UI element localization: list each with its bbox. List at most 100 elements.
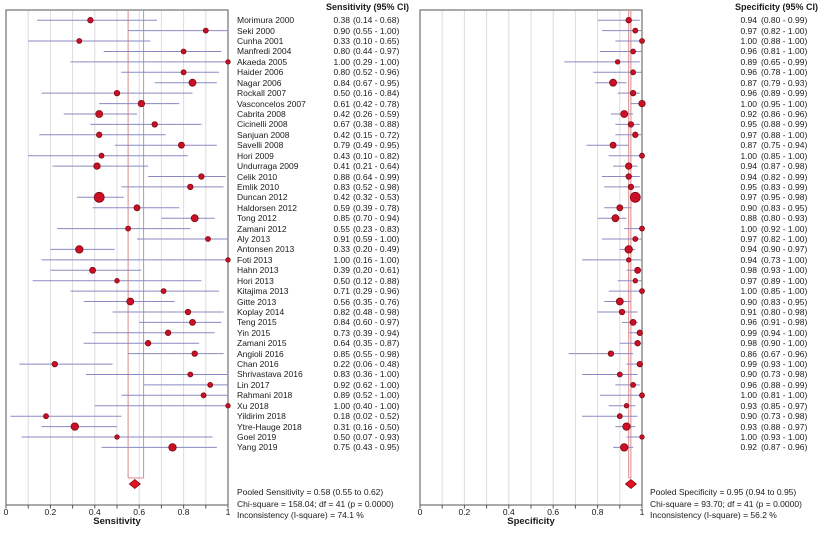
study-label: Yin 2015 (237, 327, 271, 338)
chi-square-line: Chi-square = 158.04; df = 41 (p = 0.0000… (237, 498, 394, 509)
study-ci: (0.02 - 0.52) (353, 411, 400, 422)
sensitivity-pooled-stats: Pooled Sensitivity = 0.58 (0.55 to 0.62)… (237, 487, 394, 522)
study-value: 0.94 (740, 171, 757, 182)
study-ci: (0.80 - 0.99) (761, 15, 808, 26)
specificity-column-header: Specificity (95% CI) (734, 2, 818, 12)
study-value: 0.85 (333, 348, 350, 359)
study-label: Yang 2019 (237, 442, 278, 453)
point-marker (98, 152, 105, 159)
study-ci: (0.93 - 1.00) (761, 265, 808, 276)
study-ci: (0.87 - 0.96) (761, 442, 808, 453)
study-value: 0.93 (740, 421, 757, 432)
study-label: Rahmani 2018 (237, 390, 293, 401)
point-marker (632, 236, 639, 242)
study-value: 0.93 (740, 400, 757, 411)
x-tick-label: 0.6 (133, 507, 146, 517)
point-marker (187, 183, 194, 191)
point-marker (639, 392, 645, 399)
study-ci: (0.83 - 0.95) (761, 296, 808, 307)
study-value: 0.97 (740, 234, 757, 245)
study-label: Hahn 2013 (237, 265, 279, 276)
study-value: 0.90 (740, 411, 757, 422)
x-tick-label: 0 (417, 507, 423, 517)
study-ci: (0.39 - 0.94) (353, 327, 400, 338)
study-value: 1.00 (333, 254, 350, 265)
point-marker (634, 340, 641, 347)
study-label: Aly 2013 (237, 234, 271, 245)
study-ci: (0.67 - 0.96) (761, 348, 808, 359)
study-ci: (0.29 - 0.96) (353, 286, 400, 297)
study-value: 0.18 (333, 411, 350, 422)
study-value: 0.59 (333, 202, 350, 213)
study-label: Koplay 2014 (237, 306, 285, 317)
study-value: 0.92 (740, 442, 757, 453)
study-ci: (0.82 - 0.99) (761, 171, 808, 182)
point-marker (180, 48, 187, 55)
point-marker (225, 257, 231, 263)
point-marker (160, 288, 167, 295)
study-ci: (0.16 - 1.00) (353, 254, 400, 265)
x-tick-label: 1 (225, 507, 231, 517)
point-marker (616, 204, 624, 212)
study-label: Sanjuan 2008 (237, 129, 290, 140)
study-value: 1.00 (740, 150, 757, 161)
point-marker (89, 266, 96, 274)
study-ci: (0.49 - 0.95) (353, 140, 400, 151)
point-marker (607, 350, 615, 357)
study-value: 0.92 (740, 108, 757, 119)
study-value: 0.39 (333, 265, 350, 276)
study-ci: (0.80 - 0.93) (761, 213, 808, 224)
study-label: Angioli 2016 (237, 348, 284, 359)
study-ci: (0.44 - 0.97) (353, 46, 400, 57)
study-label: Lin 2017 (237, 379, 270, 390)
point-marker (626, 257, 632, 263)
point-marker (616, 371, 623, 378)
study-value: 0.64 (333, 338, 350, 349)
study-value: 0.80 (333, 46, 350, 57)
study-ci: (0.80 - 0.98) (761, 306, 808, 317)
point-marker (93, 191, 105, 203)
point-marker (625, 17, 632, 24)
x-tick-label: 0.8 (591, 507, 604, 517)
pooled-specificity-line: Pooled Specificity = 0.95 (0.94 to 0.95) (650, 487, 797, 497)
study-value: 1.00 (333, 400, 350, 411)
study-value: 0.95 (740, 181, 757, 192)
study-ci: (0.93 - 1.00) (761, 359, 808, 370)
study-ci: (0.52 - 0.98) (353, 181, 400, 192)
study-label: Shrivastava 2016 (237, 369, 303, 380)
study-ci: (0.55 - 0.98) (353, 348, 400, 359)
study-label: Morimura 2000 (237, 15, 295, 26)
point-marker (200, 392, 207, 399)
point-marker (137, 99, 146, 108)
study-value: 0.97 (740, 192, 757, 203)
point-marker (189, 318, 196, 326)
study-label: Celik 2010 (237, 171, 278, 182)
study-label: Haider 2006 (237, 67, 284, 78)
study-label: Savelli 2008 (237, 140, 284, 151)
point-marker (623, 403, 630, 409)
study-value: 0.96 (740, 379, 757, 390)
point-marker (190, 214, 199, 223)
study-ci: (0.35 - 0.76) (353, 296, 400, 307)
study-value: 1.00 (740, 390, 757, 401)
study-label: Ytre-Hauge 2018 (237, 421, 302, 432)
study-ci: (0.29 - 1.00) (353, 56, 400, 67)
study-ci: (0.52 - 1.00) (353, 390, 400, 401)
study-ci: (0.85 - 1.00) (761, 286, 808, 297)
study-ci: (0.88 - 0.99) (761, 119, 808, 130)
study-ci: (0.10 - 0.65) (353, 36, 400, 47)
point-marker (638, 99, 646, 108)
point-marker (187, 371, 194, 378)
point-marker (636, 360, 643, 368)
study-ci: (0.82 - 1.00) (761, 234, 808, 245)
study-ci: (0.65 - 0.99) (761, 56, 808, 67)
study-value: 0.92 (333, 379, 350, 390)
study-value: 0.90 (740, 369, 757, 380)
study-label: Hori 2009 (237, 150, 274, 161)
study-value: 0.84 (333, 77, 350, 88)
study-ci: (0.78 - 1.00) (761, 67, 808, 78)
point-marker (188, 78, 197, 87)
study-value: 0.96 (740, 317, 757, 328)
study-label: Emlik 2010 (237, 181, 280, 192)
study-ci: (0.73 - 0.98) (761, 369, 808, 380)
